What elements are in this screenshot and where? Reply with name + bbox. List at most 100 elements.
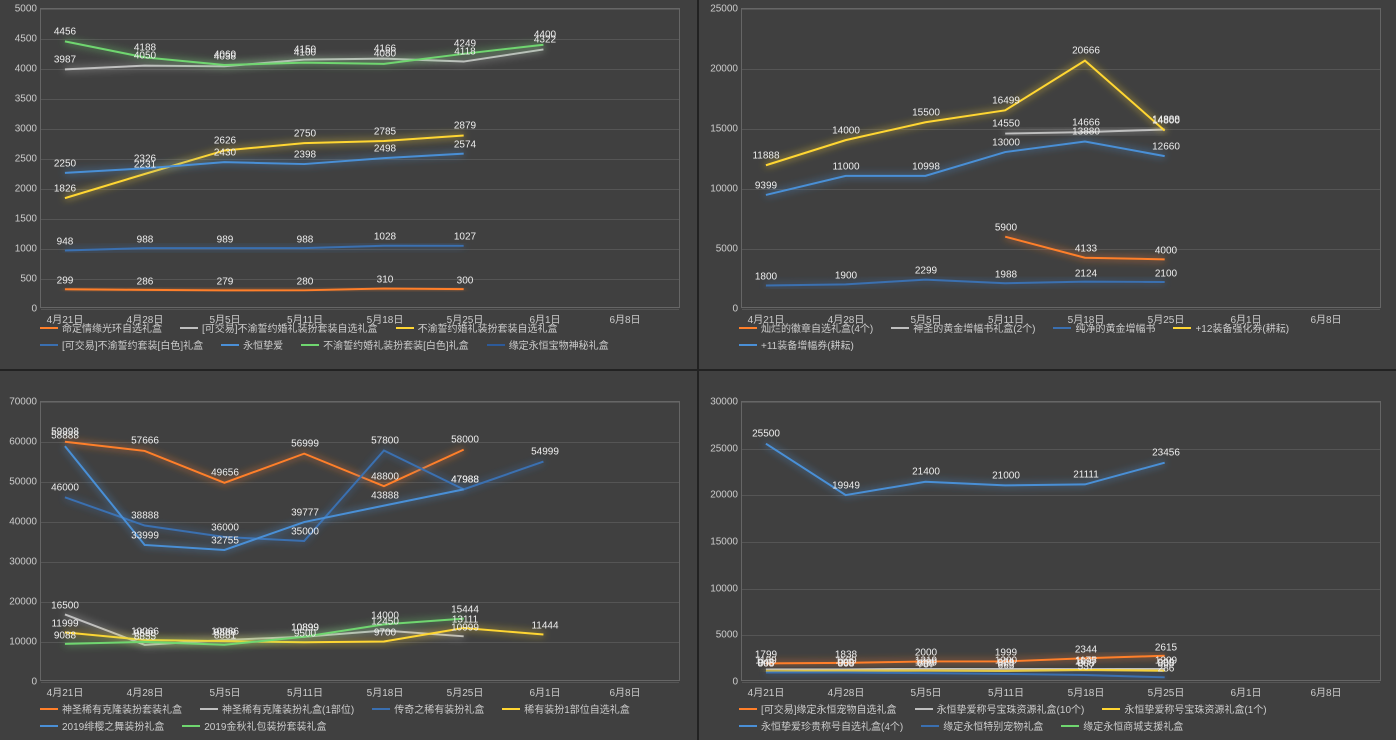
legend-swatch bbox=[182, 725, 200, 727]
chart-plot-area: 05000100001500020000250004月21日4月28日5月5日5… bbox=[741, 8, 1381, 308]
legend-label: 不渝誓约婚礼装扮套装[白色]礼盒 bbox=[323, 337, 469, 352]
legend-item: 神圣的黄金增幅书礼盒(2个) bbox=[891, 320, 1035, 335]
legend-swatch bbox=[40, 327, 58, 329]
x-tick-label: 5月25日 bbox=[447, 684, 484, 699]
legend: 命定情缘光环自选礼盒[可交易]不渝誓约婚礼装扮套装自选礼盒不渝誓约婚礼装扮套装自… bbox=[40, 320, 687, 352]
legend-swatch bbox=[396, 327, 414, 329]
legend-item: 永恒挚爱称号宝珠资源礼盒(1个) bbox=[1102, 701, 1266, 716]
legend: 神圣稀有克隆装扮套装礼盒神圣稀有克隆装扮礼盒(1部位)传奇之稀有装扮礼盒稀有装扮… bbox=[40, 701, 687, 733]
y-tick-label: 0 bbox=[732, 677, 738, 688]
legend-label: 纯净的黄金增幅书 bbox=[1075, 320, 1155, 335]
legend: [可交易]缘定永恒宠物自选礼盒 永恒挚爱称号宝珠资源礼盒(10个) 永恒挚爱称号宝珠… bbox=[739, 701, 1386, 733]
legend-label: 缘定永恒商城支援礼盒 bbox=[1083, 718, 1183, 733]
series-line bbox=[65, 446, 464, 550]
series-line bbox=[766, 142, 1165, 195]
y-tick-label: 10000 bbox=[710, 583, 738, 594]
x-tick-label: 4月21日 bbox=[47, 684, 84, 699]
y-tick-label: 15000 bbox=[710, 537, 738, 548]
legend-item: 2019金秋礼包装扮套装礼盒 bbox=[182, 718, 326, 733]
y-tick-label: 1000 bbox=[15, 244, 37, 255]
legend-item: 缘定永恒特别宠物礼盒 bbox=[921, 718, 1043, 733]
chart-svg bbox=[742, 402, 1380, 680]
chart-svg bbox=[41, 402, 679, 680]
panel-bottom-right: 0500010000150002000025000300004月21日4月28日… bbox=[699, 371, 1396, 740]
legend-item: 缘定永恒商城支援礼盒 bbox=[1061, 718, 1183, 733]
y-tick-label: 4000 bbox=[15, 64, 37, 75]
legend-item: 命定情缘光环自选礼盒 bbox=[40, 320, 162, 335]
y-tick-label: 20000 bbox=[9, 597, 37, 608]
legend-label: 2019绯樱之舞装扮礼盒 bbox=[62, 718, 164, 733]
y-tick-label: 20000 bbox=[710, 490, 738, 501]
legend-swatch bbox=[891, 327, 909, 329]
legend-swatch bbox=[739, 708, 757, 710]
legend-item: [可交易]缘定永恒宠物自选礼盒 bbox=[739, 701, 897, 716]
legend-label: 命定情缘光环自选礼盒 bbox=[62, 320, 162, 335]
gridline bbox=[742, 682, 1380, 683]
legend-label: 神圣的黄金增幅书礼盒(2个) bbox=[913, 320, 1035, 335]
chart-svg bbox=[41, 9, 679, 307]
legend-swatch bbox=[1061, 725, 1079, 727]
x-tick-label: 5月25日 bbox=[1148, 684, 1185, 699]
x-tick-label: 5月5日 bbox=[209, 684, 240, 699]
y-tick-label: 10000 bbox=[710, 184, 738, 195]
y-tick-label: 4500 bbox=[15, 34, 37, 45]
panel-bottom-left: 0100002000030000400005000060000700004月21… bbox=[0, 371, 697, 740]
y-tick-label: 2500 bbox=[15, 154, 37, 165]
legend-item: +12装备强化券(耕耘) bbox=[1173, 320, 1289, 335]
legend-swatch bbox=[40, 725, 58, 727]
gridline bbox=[41, 309, 679, 310]
legend-item: +11装备增幅券(耕耘) bbox=[739, 337, 854, 352]
legend-item: 不渝誓约婚礼装扮套装[白色]礼盒 bbox=[301, 337, 469, 352]
legend-label: 传奇之稀有装扮礼盒 bbox=[394, 701, 484, 716]
x-tick-label: 6月8日 bbox=[1310, 684, 1341, 699]
legend-label: +12装备强化券(耕耘) bbox=[1195, 320, 1289, 335]
y-tick-label: 30000 bbox=[9, 557, 37, 568]
series-line bbox=[65, 246, 464, 251]
panel-top-right: 05000100001500020000250004月21日4月28日5月5日5… bbox=[699, 0, 1396, 369]
legend-swatch bbox=[40, 344, 58, 346]
x-tick-label: 6月8日 bbox=[609, 684, 640, 699]
y-tick-label: 20000 bbox=[710, 64, 738, 75]
legend-swatch bbox=[301, 344, 319, 346]
legend-item: [可交易]不渝誓约套装[白色]礼盒 bbox=[40, 337, 203, 352]
legend-swatch bbox=[372, 708, 390, 710]
chart-svg bbox=[742, 9, 1380, 307]
series-line bbox=[65, 289, 464, 291]
legend-swatch bbox=[1053, 327, 1071, 329]
legend-label: [可交易]缘定永恒宠物自选礼盒 bbox=[761, 701, 897, 716]
legend-label: 神圣稀有克隆装扮礼盒(1部位) bbox=[222, 701, 354, 716]
y-tick-label: 3500 bbox=[15, 94, 37, 105]
chart-grid: 0500100015002000250030003500400045005000… bbox=[0, 0, 1396, 740]
legend-label: 永恒挚爱称号宝珠资源礼盒(10个) bbox=[937, 701, 1085, 716]
legend-swatch bbox=[739, 344, 757, 346]
x-tick-label: 4月28日 bbox=[127, 684, 164, 699]
series-line bbox=[1005, 237, 1165, 260]
series-line bbox=[65, 628, 544, 642]
gridline bbox=[41, 682, 679, 683]
legend-swatch bbox=[502, 708, 520, 710]
y-tick-label: 60000 bbox=[9, 437, 37, 448]
y-tick-label: 0 bbox=[31, 677, 37, 688]
legend-label: 灿烂的徽章自选礼盒(4个) bbox=[761, 320, 873, 335]
x-tick-label: 4月21日 bbox=[748, 684, 785, 699]
gridline bbox=[742, 309, 1380, 310]
series-line bbox=[766, 670, 1165, 671]
legend-item: 灿烂的徽章自选礼盒(4个) bbox=[739, 320, 873, 335]
legend-swatch bbox=[40, 708, 58, 710]
x-tick-label: 4月28日 bbox=[828, 684, 865, 699]
series-line bbox=[766, 656, 1165, 664]
legend-label: 缘定永恒特别宠物礼盒 bbox=[943, 718, 1043, 733]
chart-plot-area: 0500100015002000250030003500400045005000… bbox=[40, 8, 680, 308]
y-tick-label: 70000 bbox=[9, 397, 37, 408]
legend-swatch bbox=[487, 344, 505, 346]
legend-swatch bbox=[1173, 327, 1191, 329]
series-line bbox=[766, 444, 1165, 495]
legend-swatch bbox=[739, 327, 757, 329]
legend-swatch bbox=[180, 327, 198, 329]
legend-label: 神圣稀有克隆装扮套装礼盒 bbox=[62, 701, 182, 716]
y-tick-label: 5000 bbox=[716, 244, 738, 255]
y-tick-label: 5000 bbox=[716, 630, 738, 641]
legend-label: 永恒挚爱称号宝珠资源礼盒(1个) bbox=[1124, 701, 1266, 716]
y-tick-label: 5000 bbox=[15, 4, 37, 15]
x-tick-label: 5月18日 bbox=[1068, 684, 1105, 699]
